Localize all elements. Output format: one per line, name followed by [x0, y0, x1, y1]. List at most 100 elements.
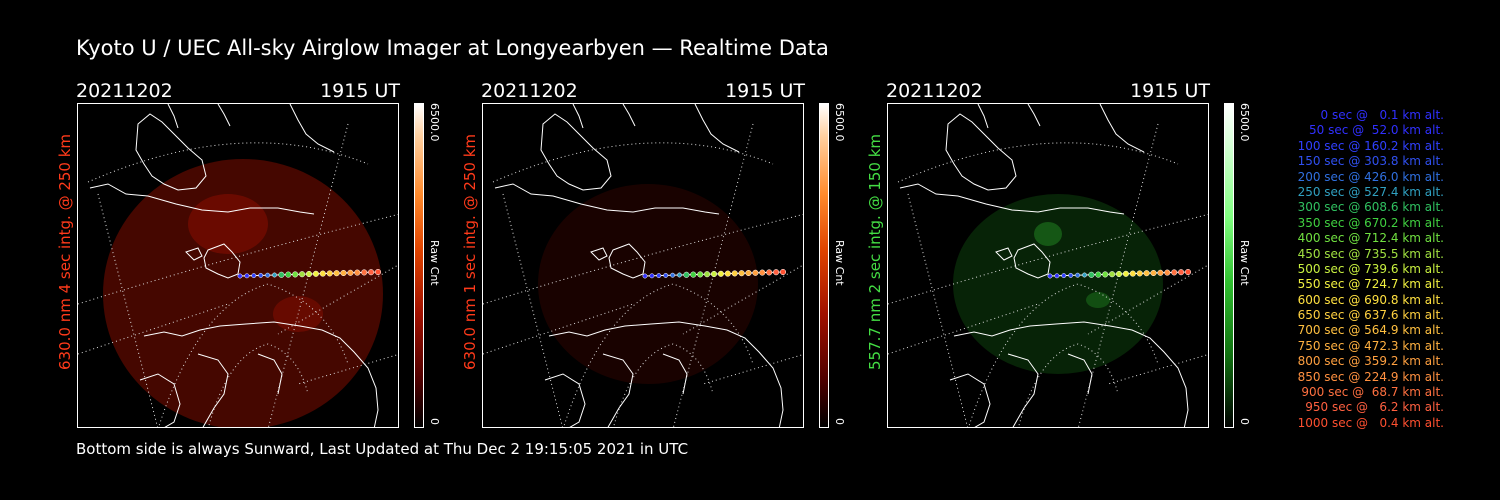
coastline	[540, 113, 612, 191]
trajectory-point	[244, 273, 250, 279]
trajectory-point	[251, 273, 257, 279]
trajectory-point	[1054, 273, 1060, 279]
latitude-grid-line	[613, 343, 714, 427]
trajectory-point	[312, 270, 319, 277]
trajectory-point	[1068, 272, 1074, 278]
trajectory-point	[1115, 270, 1123, 278]
trajectory-point	[1184, 268, 1192, 276]
legend-row: 900 sec @ 68.7 km alt.	[1301, 385, 1444, 400]
trajectory-point	[1088, 271, 1095, 278]
trajectory-point	[340, 269, 347, 277]
trajectory-point	[354, 269, 361, 276]
longitude-grid-line	[673, 123, 754, 427]
footer-note: Bottom side is always Sunward, Last Upda…	[76, 440, 689, 458]
trajectory-point	[1143, 270, 1150, 277]
trajectory-point	[326, 270, 333, 277]
legend-row: 150 sec @ 303.8 km alt.	[1297, 154, 1444, 169]
panel-1-ylabel: 630.0 nm 4 sec intg. @ 250 km	[56, 133, 74, 370]
longitude-grid-line	[702, 354, 803, 385]
trajectory-point	[745, 269, 752, 277]
trajectory-point	[1075, 272, 1081, 278]
legend-row: 500 sec @ 739.6 km alt.	[1297, 261, 1444, 276]
coastline	[257, 353, 283, 395]
legend-row: 350 sec @ 670.2 km alt.	[1297, 215, 1444, 230]
trajectory-point	[704, 271, 711, 278]
panel-3-cbar-unit: Raw Cnt	[1238, 240, 1251, 286]
coastline	[662, 353, 688, 395]
legend-row: 600 sec @ 690.8 km alt.	[1297, 292, 1444, 307]
trajectory-point	[292, 271, 299, 278]
trajectory-point	[265, 272, 271, 278]
latitude-grid-line	[1018, 343, 1119, 427]
trajectory-point	[697, 271, 704, 278]
coastline	[143, 321, 379, 427]
panel-2-ylabel: 630.0 nm 1 sec intg. @ 250 km	[461, 133, 479, 370]
coastline	[139, 373, 181, 427]
latitude-grid-line	[208, 343, 309, 427]
legend-row: 300 sec @ 608.6 km alt.	[1297, 200, 1444, 215]
trajectory-point	[1095, 271, 1102, 278]
trajectory-point	[642, 273, 648, 279]
coastline	[953, 321, 1189, 427]
legend-row: 450 sec @ 735.5 km alt.	[1297, 246, 1444, 261]
panel-2-cbar-max: 6500.0	[833, 103, 846, 142]
coastline	[602, 353, 634, 427]
panel-3-image	[887, 103, 1209, 428]
panel-3-colorbar	[1224, 103, 1234, 428]
panel-1-time: 1915 UT	[320, 80, 400, 102]
airglow-emission	[953, 194, 1163, 374]
coastline	[1099, 104, 1145, 153]
latitude-grid-line	[78, 213, 398, 305]
trajectory-point	[299, 271, 306, 278]
legend-row: 800 sec @ 359.2 km alt.	[1297, 354, 1444, 369]
trajectory-point	[752, 269, 759, 276]
trajectory-point	[766, 269, 773, 276]
latitude-grid-line	[888, 213, 1208, 305]
airglow-patch	[188, 194, 268, 254]
coastline	[995, 247, 1013, 261]
coastline	[608, 243, 646, 279]
trajectory-point	[710, 270, 718, 278]
trajectory-point	[1136, 270, 1143, 277]
coastline	[135, 113, 207, 191]
trajectory-point	[773, 269, 780, 276]
panel-1-cbar-min: 0	[428, 418, 441, 425]
coastline	[1067, 353, 1093, 395]
longitude-grid-line	[502, 193, 564, 427]
legend-row: 1000 sec @ 0.4 km alt.	[1297, 415, 1444, 430]
panel-2-colorbar	[819, 103, 829, 428]
trajectory-point	[759, 269, 766, 276]
trajectory-point	[779, 268, 787, 276]
longitude-grid-line	[1078, 123, 1159, 427]
airglow-emission	[103, 159, 383, 427]
legend-row: 250 sec @ 527.4 km alt.	[1297, 184, 1444, 199]
longitude-grid-line	[1107, 354, 1208, 385]
panel-1-date: 20211202	[76, 80, 173, 102]
coastline	[289, 104, 335, 153]
trajectory-point	[670, 272, 676, 278]
legend-row: 850 sec @ 224.9 km alt.	[1297, 369, 1444, 384]
legend-row: 550 sec @ 724.7 km alt.	[1297, 277, 1444, 292]
trajectory-point	[1061, 273, 1067, 279]
latitude-grid-line	[563, 283, 754, 427]
trajectory-point	[1178, 269, 1185, 276]
trajectory-point	[683, 271, 690, 278]
legend-row: 400 sec @ 712.4 km alt.	[1297, 231, 1444, 246]
latitude-grid-line	[968, 283, 1159, 427]
trajectory-point	[1122, 270, 1129, 277]
trajectory-point	[333, 270, 340, 277]
trajectory-point	[1164, 269, 1171, 276]
legend-row: 650 sec @ 637.6 km alt.	[1297, 308, 1444, 323]
longitude-grid-line	[268, 123, 349, 427]
trajectory-point	[1157, 269, 1164, 276]
coastline	[167, 104, 231, 129]
panel-1-image	[77, 103, 399, 428]
trajectory-point	[278, 271, 285, 278]
panel-3-time: 1915 UT	[1130, 80, 1210, 102]
trajectory-point	[724, 270, 731, 277]
airglow-patch	[1086, 292, 1110, 308]
coastline	[197, 353, 229, 427]
coastline	[203, 243, 241, 279]
latitude-grid-line	[158, 283, 349, 427]
panel-1-map	[78, 104, 398, 427]
